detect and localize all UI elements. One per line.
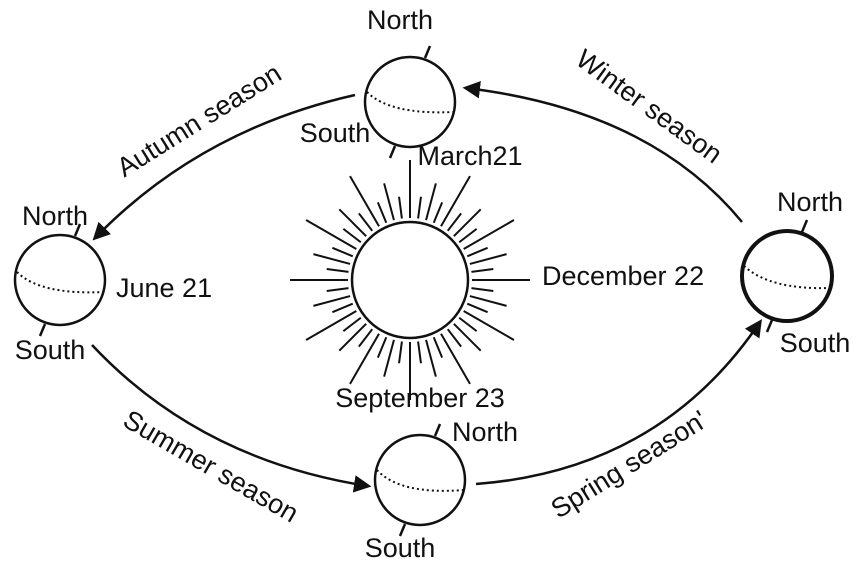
sun-ray [434,337,442,357]
sun-ray [418,197,421,219]
sun-ray [350,334,379,384]
earth-december [742,220,832,332]
sun-ray [343,229,360,242]
season-label: Autumn season [112,58,287,183]
sun-ray [459,318,476,331]
sun-ray [384,340,394,377]
date-label: September 23 [335,383,505,413]
season-label: Winter season [570,44,727,170]
sun-ray [434,202,442,222]
sun-ray [454,209,481,236]
sun-ray [464,311,514,340]
sun-ray [327,269,349,272]
sun-ray [399,341,402,363]
season-label: Spring season' [546,405,713,525]
sun-ray [378,337,386,357]
sun-ray [471,269,493,272]
sun-ray [467,304,487,312]
south-label: South [780,328,851,358]
sun-ray [339,209,366,236]
sun-ray [327,288,349,291]
sun-ray [378,202,386,222]
sun-ray [459,229,476,242]
date-label: March21 [417,141,522,171]
sun-ray [339,324,366,351]
sun-ray [418,341,421,363]
sun-ray [313,254,350,264]
sun-ray [441,176,470,226]
sun-rays [290,160,530,400]
sun-ray [470,254,507,264]
sun-ray [426,183,436,220]
sun [352,222,468,338]
sun-ray [384,183,394,220]
sun-ray [399,197,402,219]
sun-ray [332,304,352,312]
north-label: North [452,417,518,447]
sun-ray [454,324,481,351]
south-label: South [15,335,86,365]
date-label: June 21 [116,273,212,303]
earth-june [15,224,105,336]
sun-ray [359,329,372,346]
north-label: North [777,187,843,217]
sun-ray [426,340,436,377]
sun-ray [448,329,461,346]
sun-ray [343,318,360,331]
sun-ray [441,334,470,384]
sun-ray [359,213,372,230]
sun-ray [470,296,507,306]
sun-ray [306,311,356,340]
sun-ray [350,176,379,226]
sun-ray [471,288,493,291]
sun-ray [467,248,487,256]
north-label: North [367,5,433,35]
south-label: South [300,118,371,148]
season-label: Summer season [118,404,303,528]
diagram: North South March21 North South June 21 … [0,0,858,567]
north-label: North [22,201,88,231]
sun-ray [448,213,461,230]
sun-ray [306,220,356,249]
date-label: December 22 [542,261,704,291]
sun-ray [313,296,350,306]
south-label: South [365,533,436,563]
sun-ray [332,248,352,256]
sun-ray [464,220,514,249]
